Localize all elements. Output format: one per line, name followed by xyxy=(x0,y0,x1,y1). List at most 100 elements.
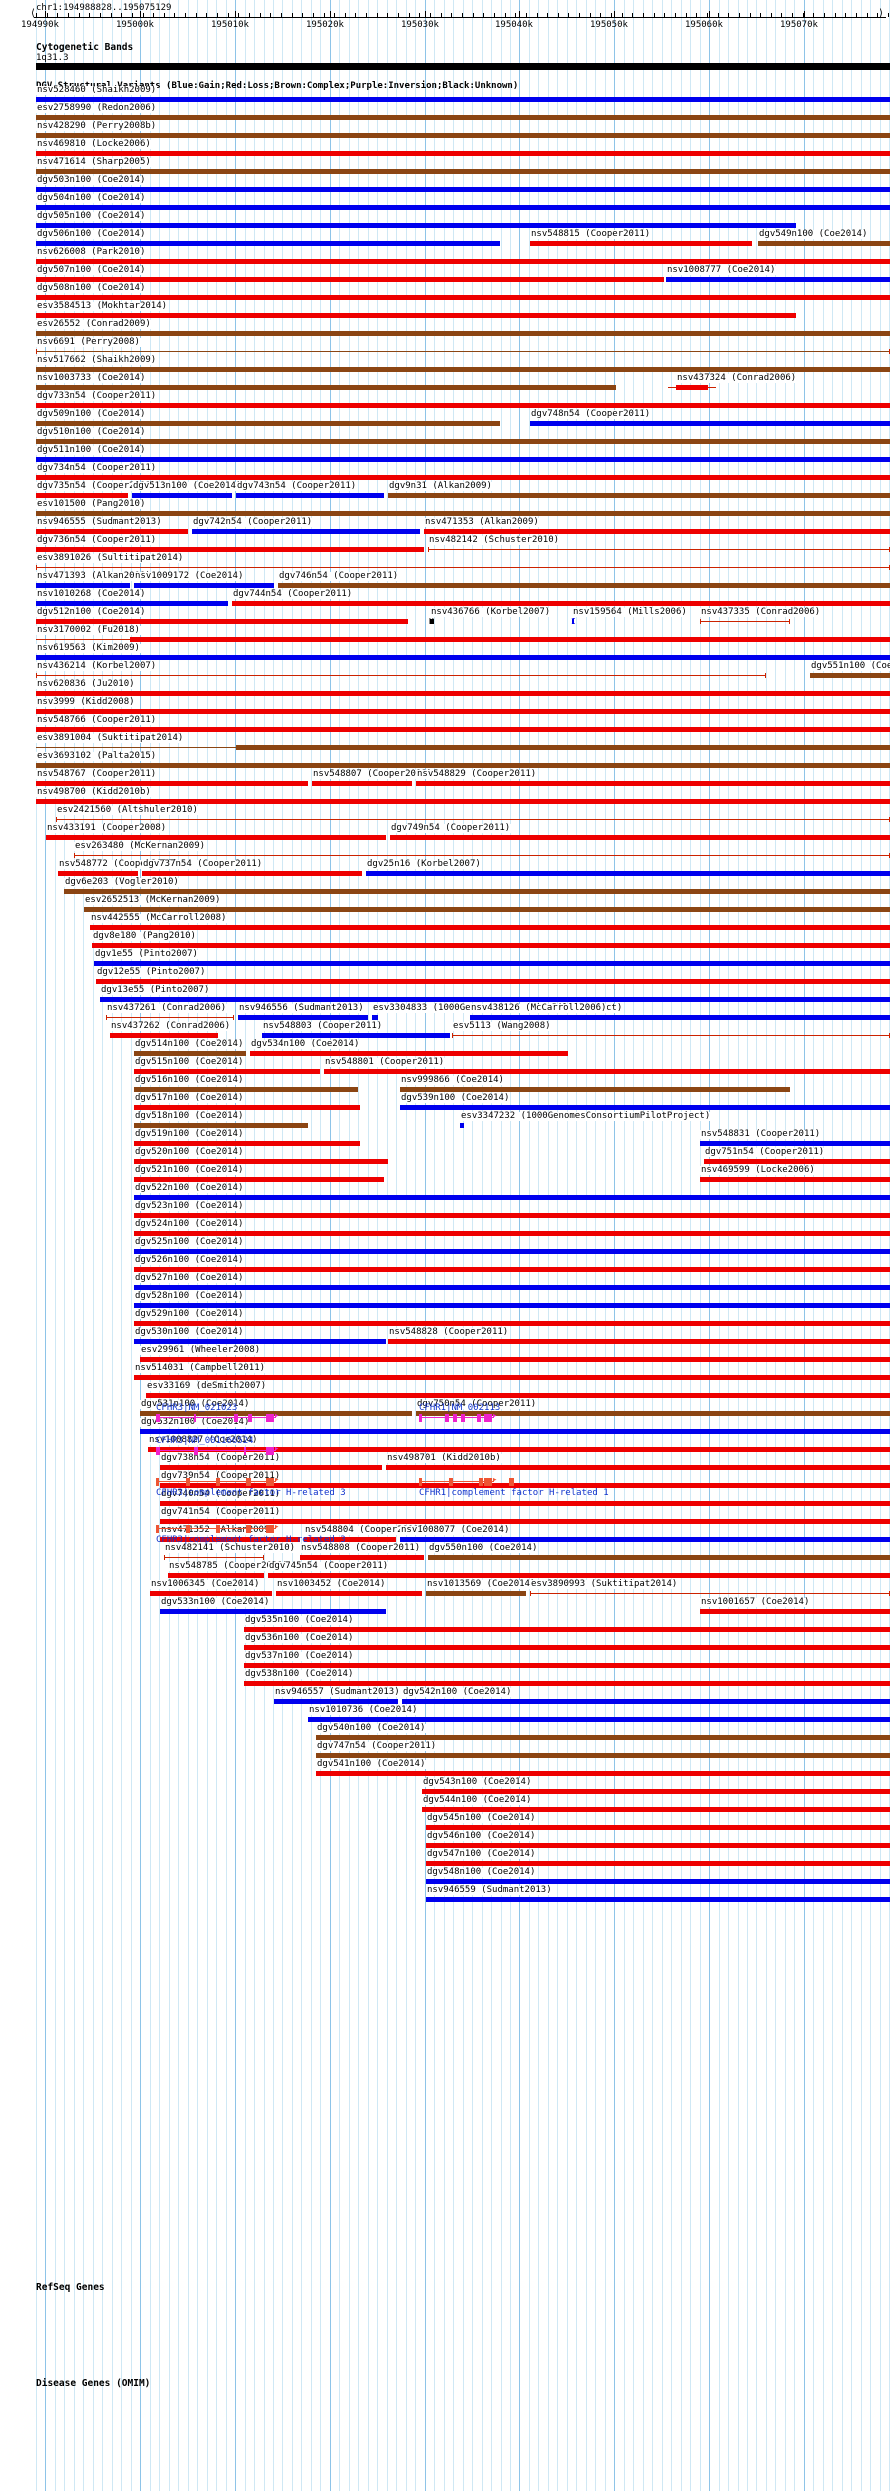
variant-label[interactable]: esv3890993 (Suktitipat2014) xyxy=(530,1579,679,1589)
variant-label[interactable]: nsv1006345 (Coe2014) xyxy=(150,1579,261,1589)
variant-bar[interactable] xyxy=(36,205,890,210)
variant-label[interactable]: dgv9n31 (Alkan2009) xyxy=(388,481,493,491)
variant-label[interactable]: dgv545n100 (Coe2014) xyxy=(426,1813,537,1823)
variant-label[interactable]: nsv548803 (Cooper2011) xyxy=(262,1021,384,1031)
variant-bar[interactable] xyxy=(130,637,890,642)
variant-bar[interactable] xyxy=(96,979,890,984)
variant-bar[interactable] xyxy=(430,619,434,624)
variant-label[interactable]: nsv548804 (Cooper2011) xyxy=(304,1525,426,1535)
variant-bar[interactable] xyxy=(36,385,616,390)
variant-bar[interactable] xyxy=(90,925,890,930)
variant-bar[interactable] xyxy=(300,1555,424,1560)
variant-bar[interactable] xyxy=(700,1141,890,1146)
variant-bar[interactable] xyxy=(304,1537,396,1542)
variant-label[interactable]: nsv1008077 (Coe2014) xyxy=(400,1525,511,1535)
variant-bar[interactable] xyxy=(134,1087,358,1092)
variant-label[interactable]: dgv749n54 (Cooper2011) xyxy=(390,823,512,833)
variant-label[interactable]: dgv523n100 (Coe2014) xyxy=(134,1201,245,1211)
variant-bar[interactable] xyxy=(134,1069,320,1074)
variant-bar[interactable] xyxy=(316,1753,890,1758)
variant-label[interactable]: nsv3170002 (Fu2018) xyxy=(36,625,141,635)
variant-bar[interactable] xyxy=(100,997,890,1002)
variant-label[interactable]: dgv737n54 (Cooper2011) xyxy=(142,859,264,869)
variant-bar[interactable] xyxy=(142,871,362,876)
variant-bar[interactable] xyxy=(36,601,228,606)
variant-label[interactable]: nsv548808 (Cooper2011) xyxy=(300,1543,422,1553)
variant-bar[interactable] xyxy=(160,1501,890,1506)
variant-label[interactable]: nsv946556 (Sudmant2013) xyxy=(238,1003,365,1013)
variant-bar[interactable] xyxy=(134,1105,360,1110)
variant-bar[interactable] xyxy=(386,1465,890,1470)
variant-thin-line[interactable] xyxy=(530,1593,890,1594)
variant-bar[interactable] xyxy=(36,421,500,426)
variant-bar[interactable] xyxy=(84,907,890,912)
variant-label[interactable]: nsv548815 (Cooper2011) xyxy=(530,229,652,239)
variant-bar[interactable] xyxy=(388,1339,890,1344)
variant-bar[interactable] xyxy=(132,493,232,498)
variant-bar[interactable] xyxy=(416,1411,890,1416)
variant-thin-line[interactable] xyxy=(74,855,890,856)
variant-bar[interactable] xyxy=(402,1699,890,1704)
variant-bar[interactable] xyxy=(36,709,890,714)
variant-label[interactable]: nsv437324 (Conrad2006) xyxy=(676,373,798,383)
variant-bar[interactable] xyxy=(134,583,274,588)
variant-bar[interactable] xyxy=(134,1231,890,1236)
variant-label[interactable]: nsv946559 (Sudmant2013) xyxy=(426,1885,553,1895)
variant-bar[interactable] xyxy=(134,1195,890,1200)
variant-bar[interactable] xyxy=(192,529,420,534)
gene-label[interactable]: CFHR3|complement factor H-related 3 xyxy=(156,1535,346,1545)
variant-label[interactable]: dgv548n100 (Coe2014) xyxy=(426,1867,537,1877)
variant-label[interactable]: dgv743n54 (Cooper2011) xyxy=(236,481,358,491)
variant-thin-line[interactable] xyxy=(700,621,790,622)
variant-label[interactable]: dgv736n54 (Cooper2011) xyxy=(36,535,158,545)
variant-label[interactable]: esv33169 (deSmith2007) xyxy=(146,1381,268,1391)
variant-label[interactable]: esv2421560 (Altshuler2010) xyxy=(56,805,199,815)
variant-label[interactable]: dgv519n100 (Coe2014) xyxy=(134,1129,245,1139)
variant-bar[interactable] xyxy=(36,655,890,660)
variant-label[interactable]: nsv6691 (Perry2008) xyxy=(36,337,141,347)
variant-label[interactable]: nsv1008777 (Coe2014) xyxy=(666,265,777,275)
variant-bar[interactable] xyxy=(666,277,890,282)
variant-bar[interactable] xyxy=(150,1591,272,1596)
variant-label[interactable]: esv2652513 (McKernan2009) xyxy=(84,895,222,905)
variant-bar[interactable] xyxy=(36,511,890,516)
variant-bar[interactable] xyxy=(36,691,890,696)
variant-label[interactable]: dgv535n100 (Coe2014) xyxy=(244,1615,355,1625)
variant-bar[interactable] xyxy=(470,1015,890,1020)
gene-label[interactable]: CFHR1|NM_002113 xyxy=(419,1403,501,1413)
variant-bar[interactable] xyxy=(36,583,130,588)
variant-bar[interactable] xyxy=(160,1537,300,1542)
variant-label[interactable]: esv101500 (Pang2010) xyxy=(36,499,147,509)
variant-bar[interactable] xyxy=(324,1069,890,1074)
variant-bar[interactable] xyxy=(92,943,890,948)
variant-bar[interactable] xyxy=(274,1699,398,1704)
variant-bar[interactable] xyxy=(134,1159,388,1164)
variant-label[interactable]: nsv437262 (Conrad2006) xyxy=(110,1021,232,1031)
variant-bar[interactable] xyxy=(140,1429,890,1434)
variant-label[interactable]: nsv626008 (Park2010) xyxy=(36,247,147,257)
variant-bar[interactable] xyxy=(110,1033,218,1038)
variant-label[interactable]: nsv548772 (Cooper2011) xyxy=(58,859,180,869)
variant-bar[interactable] xyxy=(36,619,408,624)
variant-bar[interactable] xyxy=(134,1321,890,1326)
variant-label[interactable]: dgv746n54 (Cooper2011) xyxy=(278,571,400,581)
variant-thin-line[interactable] xyxy=(36,351,890,352)
variant-label[interactable]: dgv549n100 (Coe2014) xyxy=(758,229,869,239)
variant-bar[interactable] xyxy=(250,1051,568,1056)
variant-label[interactable]: dgv25n16 (Korbel2007) xyxy=(366,859,482,869)
variant-bar[interactable] xyxy=(426,1825,890,1830)
variant-label[interactable]: dgv507n100 (Coe2014) xyxy=(36,265,147,275)
variant-bar[interactable] xyxy=(148,1447,890,1452)
variant-bar[interactable] xyxy=(36,475,890,480)
gene-label[interactable]: CFHR1|complement factor H-related 1 xyxy=(419,1488,609,1498)
variant-label[interactable]: nsv999866 (Coe2014) xyxy=(400,1075,505,1085)
variant-bar[interactable] xyxy=(236,745,890,750)
variant-bar[interactable] xyxy=(36,493,128,498)
variant-bar[interactable] xyxy=(36,547,424,552)
variant-label[interactable]: dgv529n100 (Coe2014) xyxy=(134,1309,245,1319)
variant-bar[interactable] xyxy=(400,1537,890,1542)
variant-label[interactable]: dgv522n100 (Coe2014) xyxy=(134,1183,245,1193)
variant-label[interactable]: nsv442555 (McCarroll2008) xyxy=(90,913,228,923)
variant-label[interactable]: nsv528460 (Shaikh2009) xyxy=(36,85,158,95)
variant-bar[interactable] xyxy=(134,1177,384,1182)
